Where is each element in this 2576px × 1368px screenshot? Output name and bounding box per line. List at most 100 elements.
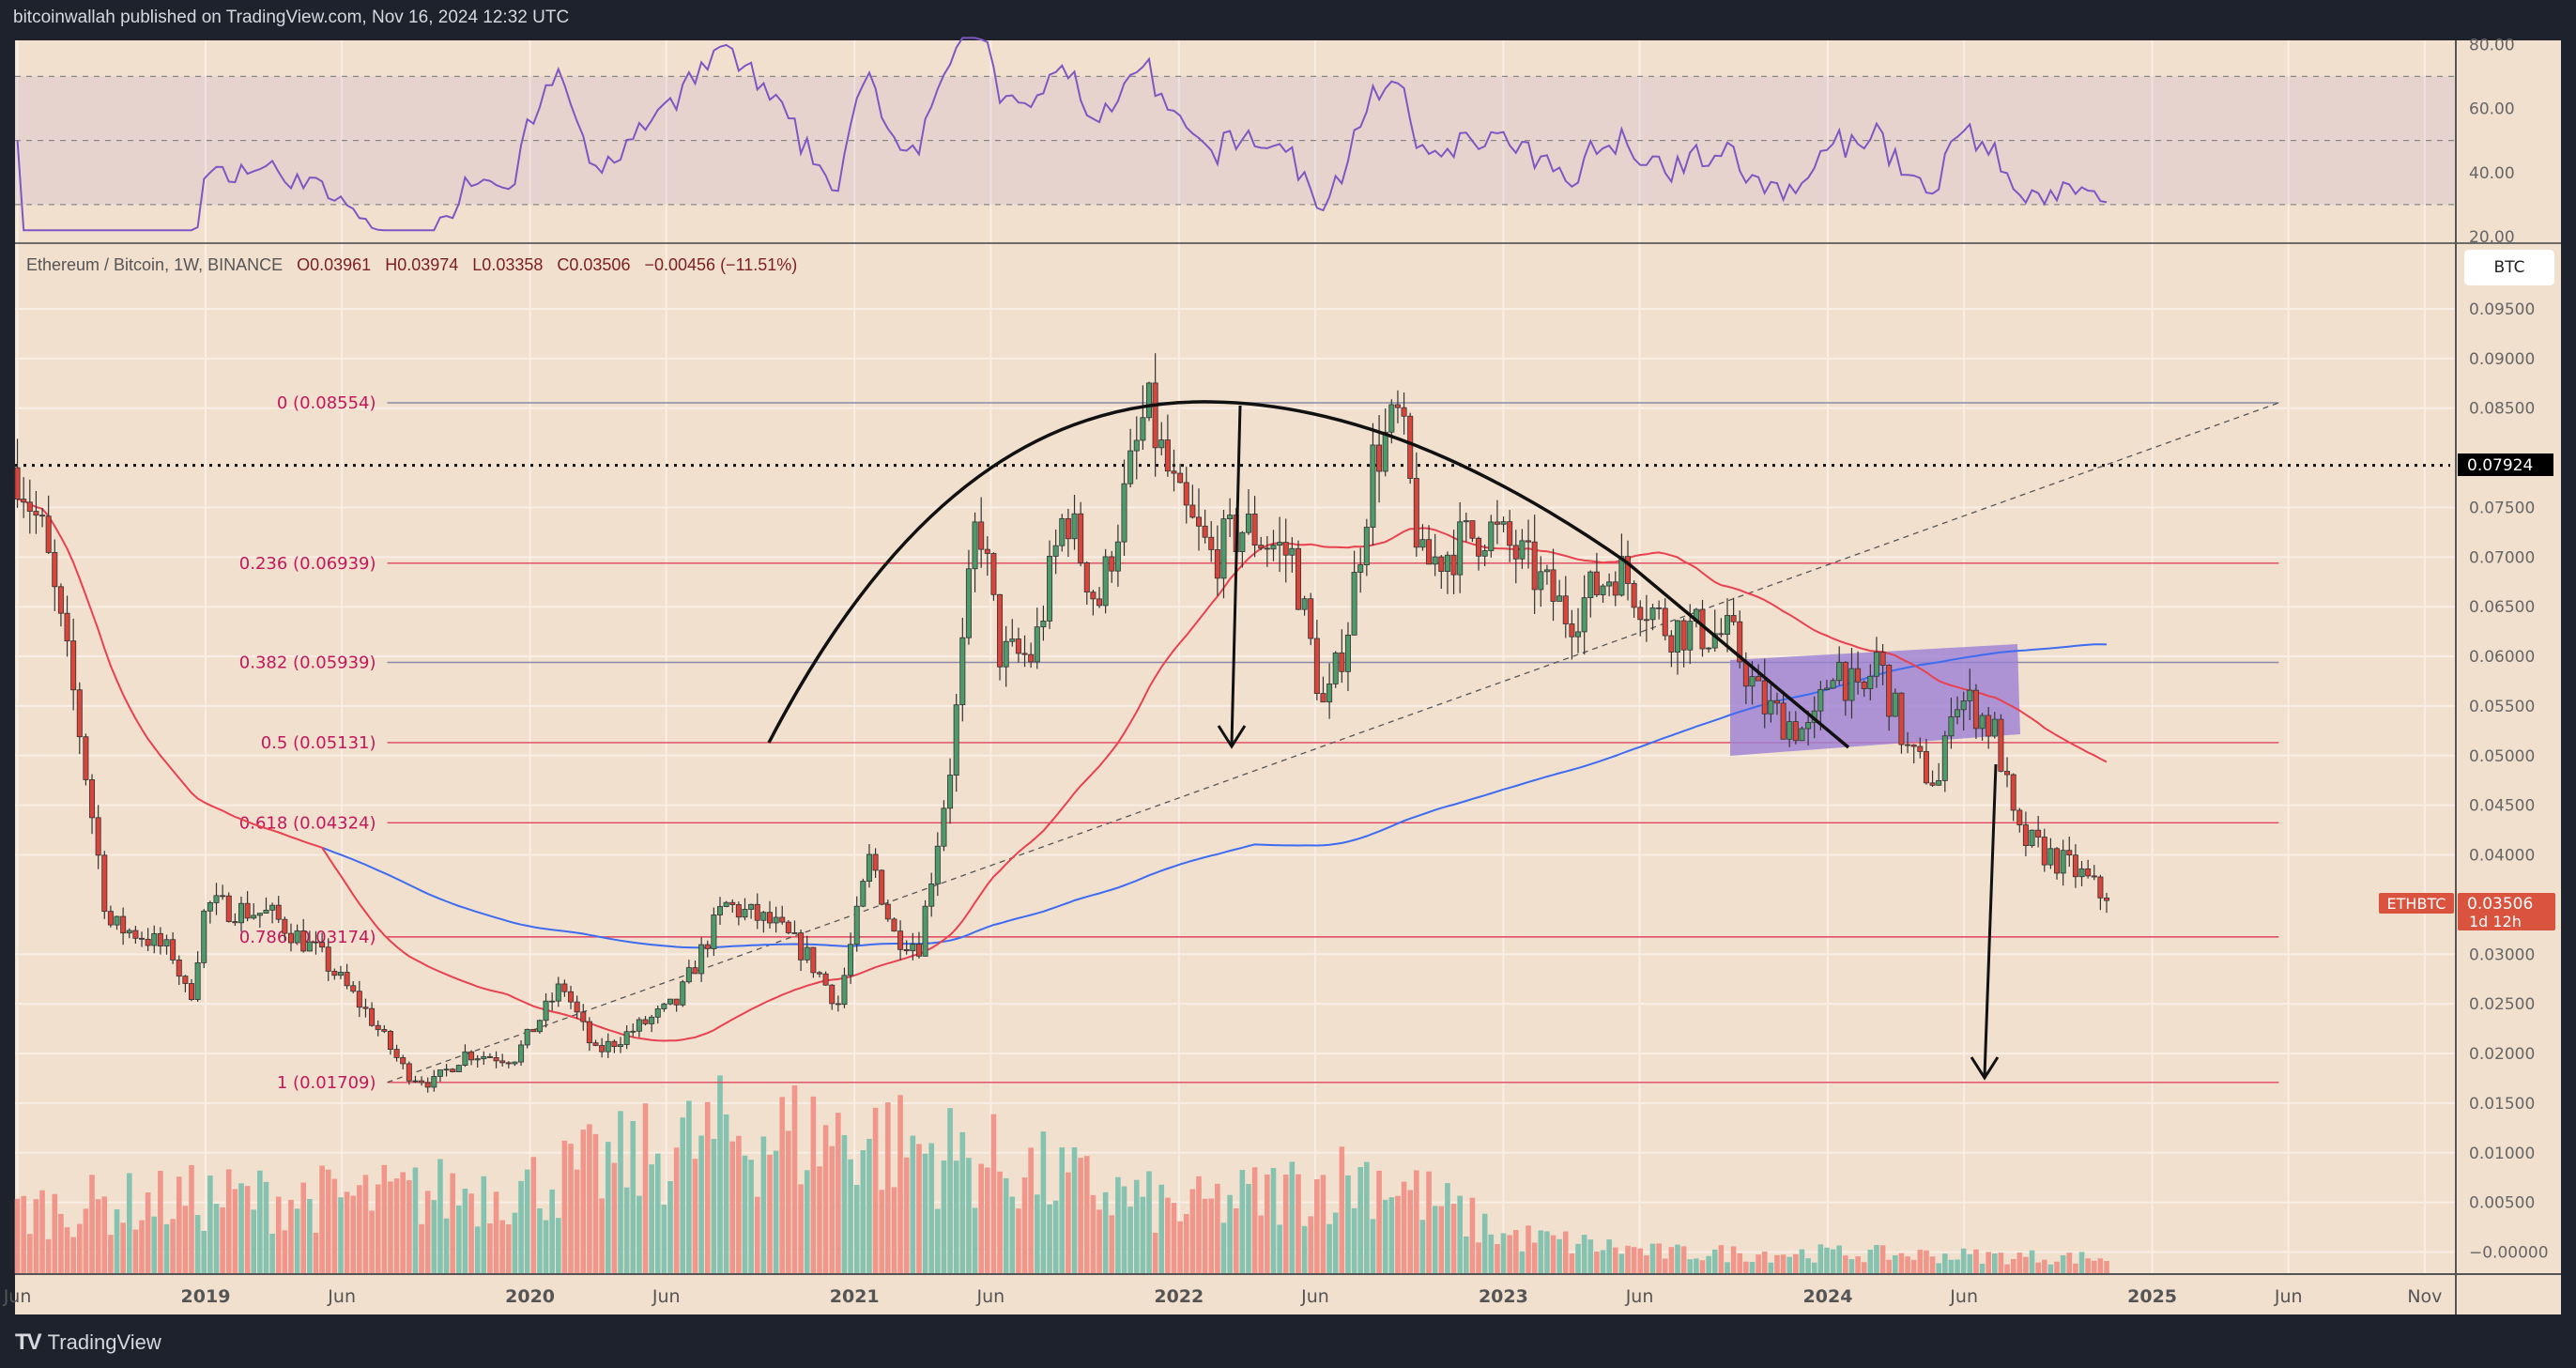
candle-up [1301, 595, 1308, 616]
candle-body [536, 1020, 543, 1033]
volume-bar [1706, 1255, 1711, 1273]
volume-bar [1680, 1246, 1687, 1273]
arrow-down-1[interactable] [1217, 405, 1247, 749]
rsi-tick-label: 60.00 [2469, 100, 2515, 119]
candle-down [1631, 580, 1637, 618]
fib-level-label: 0.236 (0.06939) [239, 554, 376, 574]
candle-down [692, 961, 698, 975]
rsi-tick-label: 20.00 [2469, 228, 2515, 247]
candle-up [462, 1044, 468, 1068]
candle-body [1531, 541, 1538, 591]
candle-down [2066, 837, 2073, 868]
candle-body [922, 905, 928, 957]
candle-body [661, 1003, 667, 1009]
candle-body [872, 853, 879, 871]
candle-up [1003, 625, 1009, 687]
candle-up [251, 903, 257, 920]
volume-bar [1955, 1259, 1960, 1273]
candle-down [1861, 680, 1867, 698]
candle-body [213, 895, 220, 903]
candle-body [1687, 621, 1694, 651]
rectangle-consolidation-box[interactable] [1730, 644, 2020, 756]
symbol-legend[interactable]: Ethereum / Bitcoin, 1W, BINANCE O0.03961… [26, 255, 806, 275]
candle-body [1936, 780, 1942, 786]
candle-down [424, 1077, 431, 1093]
price-tick-label: 0.06500 [2469, 598, 2535, 617]
candle-down [170, 931, 176, 964]
time-tick-label: Jun [327, 1286, 356, 1307]
volume-bar [1233, 1207, 1239, 1273]
volume-bar [1476, 1242, 1481, 1273]
candle-body [2054, 848, 2061, 874]
candle-down [1401, 392, 1407, 435]
footer-brand[interactable]: TV TradingView [15, 1330, 161, 1356]
volume-bar [717, 1075, 723, 1273]
arrow-down-2[interactable] [1970, 763, 2000, 1081]
candle-body [157, 932, 163, 946]
volume-bar [120, 1222, 126, 1273]
candle-body [2016, 809, 2023, 825]
price-axis[interactable]: 0.09500 0.09000 0.08500 0.07500 0.07000 0.065… [2469, 300, 2549, 1263]
candle-up [412, 1075, 419, 1084]
candle-body [1401, 407, 1407, 417]
candle-body [263, 909, 269, 914]
candle-down [1730, 597, 1737, 626]
volume-bar [711, 1139, 717, 1273]
volume-bar [985, 1167, 990, 1273]
candle-down [822, 971, 829, 986]
volume-bar [798, 1184, 804, 1273]
candle-body [716, 906, 723, 915]
candle-down [486, 1053, 493, 1058]
volume-bar [1339, 1146, 1345, 1273]
volume-bar [1874, 1244, 1879, 1273]
candle-down [704, 940, 711, 958]
candle-body [1742, 661, 1749, 687]
time-tick-label: Nov [2407, 1286, 2442, 1307]
candle-down [325, 938, 331, 981]
rounded-top-arc[interactable] [767, 400, 1850, 749]
candle-body [518, 1044, 525, 1063]
candle-body [1114, 541, 1121, 572]
candle-down [1413, 452, 1419, 557]
volume-bar [1986, 1252, 1991, 1273]
volume-bar [2085, 1258, 2091, 1273]
volume-bar [1507, 1235, 1512, 1273]
volume-bar [1481, 1213, 1488, 1273]
candle-down [1407, 412, 1414, 484]
candle-down [350, 981, 357, 993]
candle-down [45, 495, 52, 555]
volume-bar [170, 1219, 176, 1273]
rsi-axis[interactable]: 80.00 60.00 40.00 20.00 [2469, 36, 2515, 247]
candle-body [934, 845, 941, 884]
time-axis[interactable]: Jun 2019 Jun 2020 Jun 2021 Jun 2022 Jun 2023 Jun 20… [3, 1286, 2443, 1307]
candle-down [1531, 515, 1538, 615]
candle-up [1836, 646, 1843, 685]
candle-down [735, 901, 742, 926]
candle-down [1171, 449, 1177, 492]
candle-body [362, 1007, 369, 1009]
volume-bar [1848, 1259, 1855, 1273]
candle-body [1351, 572, 1357, 636]
currency-button[interactable]: BTC [2464, 250, 2554, 285]
candle-body [1855, 668, 1862, 683]
candle-down [1189, 484, 1196, 519]
candle-down [2104, 892, 2110, 914]
volume-bar [1500, 1233, 1507, 1273]
volume-bar [1009, 1196, 1016, 1273]
candle-body [1308, 598, 1314, 639]
candle-body [1768, 699, 1774, 715]
candle-body [1052, 545, 1059, 557]
volume-bar [1357, 1167, 1364, 1273]
candle-body [132, 930, 139, 939]
candle-up [536, 1019, 543, 1034]
candle-up [194, 951, 201, 1002]
candle-body [201, 910, 207, 963]
candle-body [176, 960, 182, 977]
volume-bar [307, 1198, 313, 1273]
time-tick-label: 2020 [505, 1286, 555, 1307]
candle-up [1941, 730, 1948, 792]
volume-bar [1761, 1251, 1768, 1273]
candle-body [189, 983, 195, 1000]
candle-up [1277, 516, 1283, 573]
